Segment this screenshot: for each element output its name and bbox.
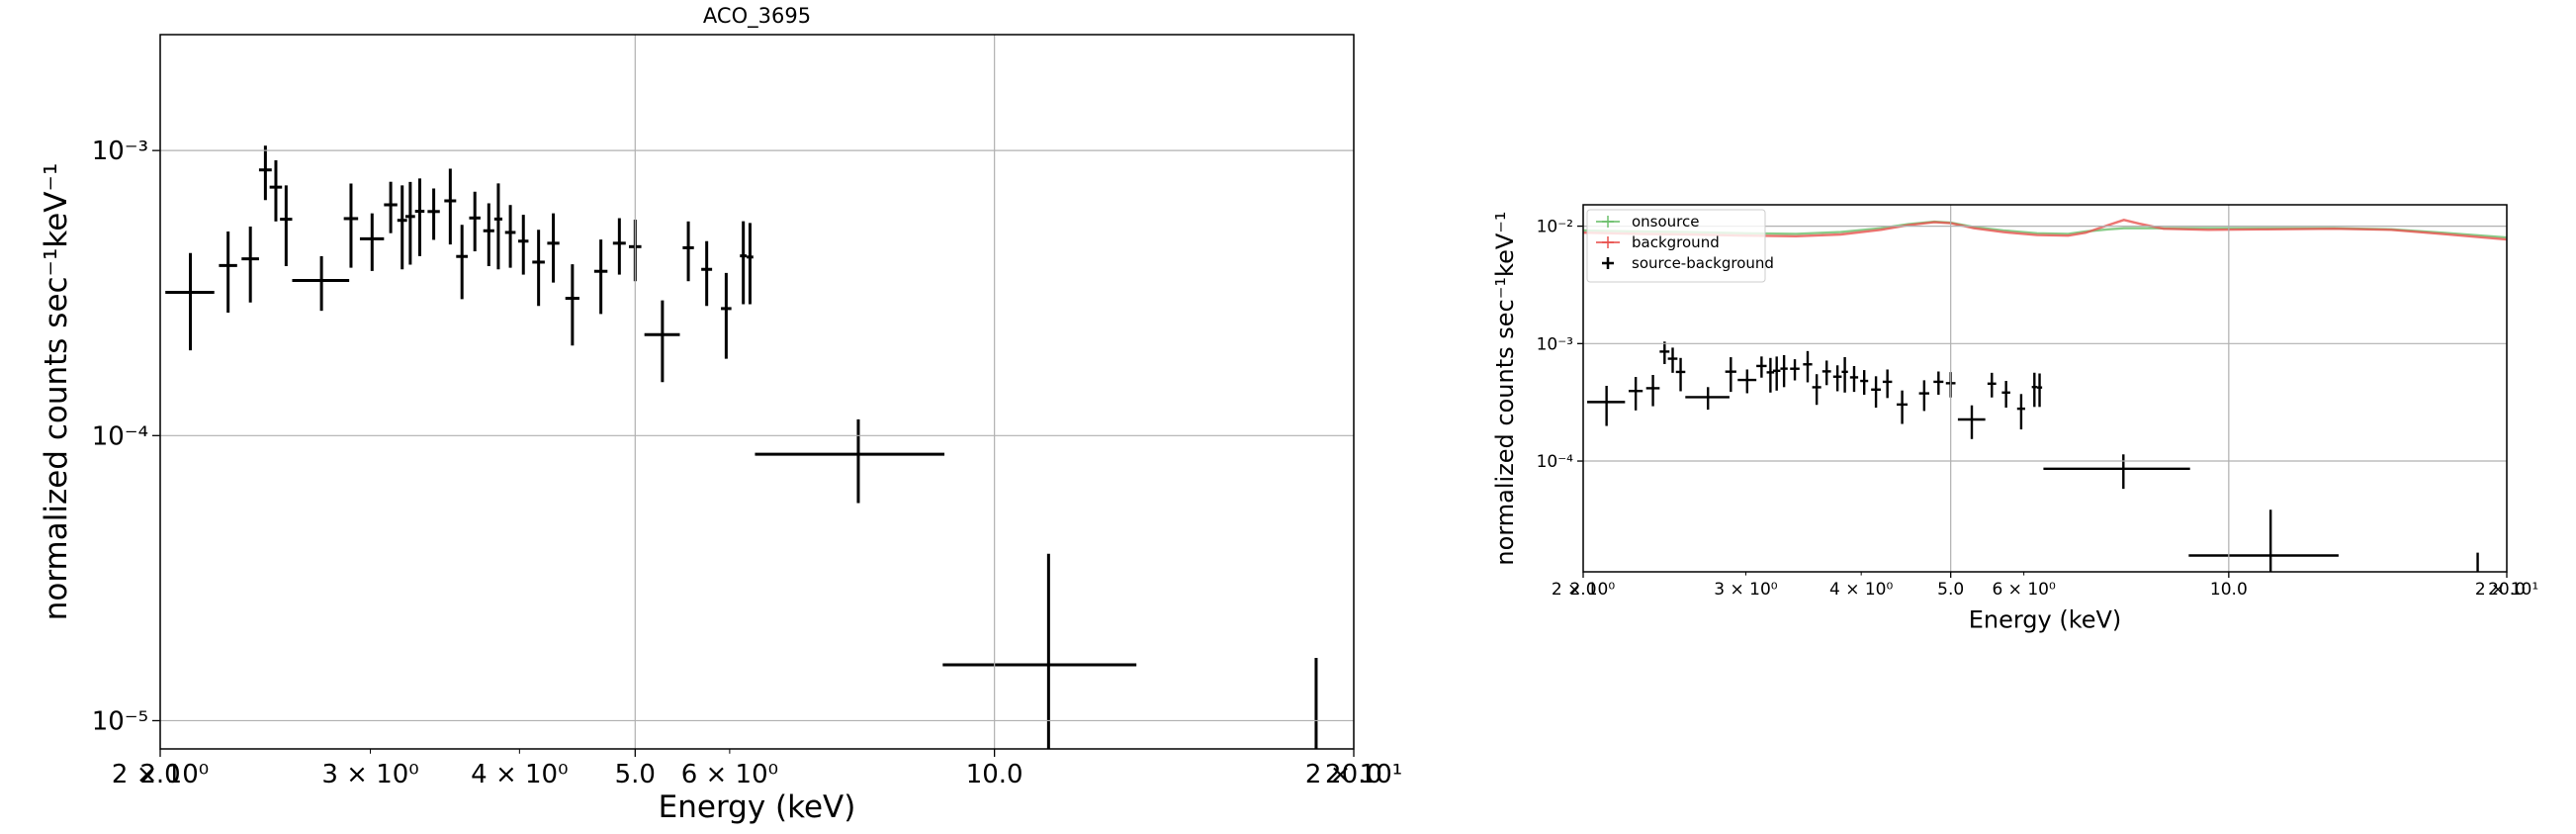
x-tick-label: 2.0 — [139, 760, 180, 789]
legend-label: source-background — [1632, 254, 1774, 272]
x-minor-tick-label: 2 × 10⁰ — [112, 760, 209, 789]
y-axis-label: normalized counts sec⁻¹keV⁻¹ — [39, 163, 74, 621]
axes-frame — [159, 34, 1355, 750]
y-tick-label: 10⁻³ — [92, 137, 148, 166]
x-minor-tick-label: 3 × 10⁰ — [1714, 580, 1777, 600]
x-minor-tick-label: 6 × 10⁰ — [681, 760, 778, 789]
x-axis-label: Energy (keV) — [659, 789, 856, 825]
x-minor-tick-label: 4 × 10⁰ — [471, 760, 568, 789]
y-tick-label: 10⁻⁴ — [1537, 452, 1574, 472]
x-minor-tick-label: 6 × 10⁰ — [1992, 580, 2055, 600]
series-line — [1583, 219, 2507, 241]
x-tick-label: 20.0 — [1325, 760, 1382, 789]
x-tick-label: 2.0 — [1569, 580, 1596, 600]
y-tick-label: 10⁻⁵ — [92, 707, 148, 737]
x-minor-tick-label: 4 × 10⁰ — [1829, 580, 1893, 600]
x-axis-label: Energy (keV) — [1969, 605, 2122, 633]
y-tick-label: 10⁻³ — [1537, 334, 1573, 354]
y-axis-label: normalized counts sec⁻¹keV⁻¹ — [1491, 211, 1519, 565]
x-minor-tick-label: 2 × 10¹ — [2475, 580, 2538, 600]
legend-box — [1586, 209, 1766, 283]
x-tick-label: 10.0 — [966, 760, 1023, 789]
x-tick-label: 5.0 — [1937, 580, 1964, 600]
legend-label: background — [1632, 233, 1720, 251]
chart-title: ACO_3695 — [703, 4, 811, 29]
x-minor-tick-label: 2 × 10⁰ — [1552, 580, 1615, 600]
y-tick-label: 10⁻⁴ — [92, 421, 148, 451]
legend-label: onsource — [1632, 213, 1700, 231]
plot-area — [165, 145, 1318, 749]
plot-area — [1583, 219, 2507, 572]
x-minor-tick-label: 3 × 10⁰ — [321, 760, 418, 789]
x-tick-label: 20.0 — [2488, 580, 2526, 600]
x-tick-label: 10.0 — [2210, 580, 2248, 600]
x-tick-label: 5.0 — [615, 760, 656, 789]
x-minor-tick-label: 2 × 10¹ — [1305, 760, 1402, 789]
y-tick-label: 10⁻² — [1537, 218, 1573, 237]
axes-frame — [1582, 204, 2508, 573]
